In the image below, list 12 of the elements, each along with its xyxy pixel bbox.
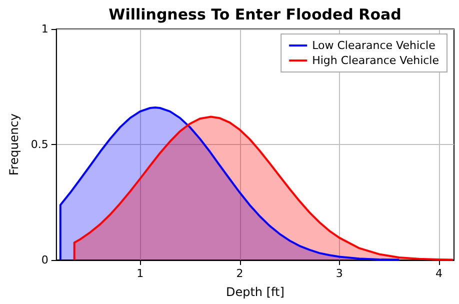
legend-label: Low Clearance Vehicle <box>312 39 436 52</box>
y-tick-label: 0.5 <box>30 138 48 151</box>
y-axis-title: Frequency <box>7 114 21 176</box>
x-tick-label: 4 <box>436 267 443 280</box>
y-tick-label: 1 <box>41 22 48 36</box>
x-axis-title: Depth [ft] <box>226 285 284 299</box>
chart-title: Willingness To Enter Flooded Road <box>108 6 402 24</box>
y-tick-label: 0 <box>41 254 48 266</box>
x-tick-label: 3 <box>336 267 343 280</box>
legend-label: High Clearance Vehicle <box>312 54 440 67</box>
x-tick-label: 2 <box>236 267 244 280</box>
x-tick-label: 1 <box>136 267 144 280</box>
